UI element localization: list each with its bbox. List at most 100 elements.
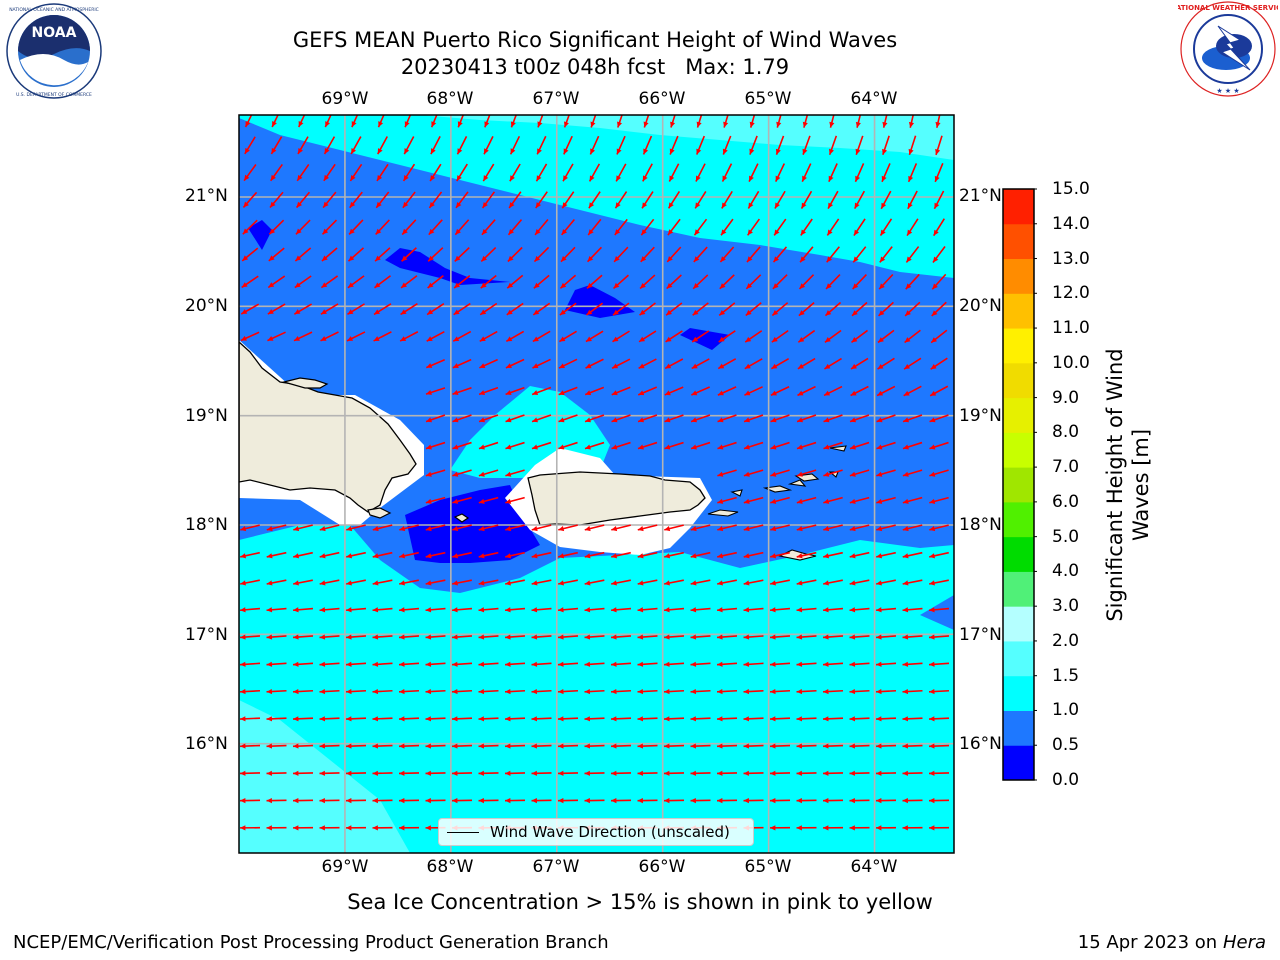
wave-direction-arrow [906, 218, 919, 237]
wave-direction-arrow [902, 441, 923, 450]
wave-direction-arrow [319, 797, 340, 804]
colorbar [1002, 188, 1037, 781]
legend-label: Wind Wave Direction (unscaled) [490, 823, 730, 841]
wave-direction-arrow [323, 163, 336, 182]
colorbar-title: Significant Height of Wind Waves [m] [1102, 348, 1154, 621]
wave-direction-arrow [243, 164, 257, 182]
wave-direction-arrow [716, 797, 738, 804]
wave-direction-arrow [454, 219, 470, 236]
wave-direction-arrow [692, 302, 709, 316]
wave-direction-arrow [667, 218, 681, 236]
wave-direction-arrow [643, 115, 650, 128]
wave-direction-arrow [266, 688, 287, 695]
wave-direction-arrow [717, 524, 737, 532]
wave-direction-arrow [849, 716, 870, 722]
wave-direction-arrow [796, 524, 817, 532]
wave-direction-arrow [744, 330, 763, 343]
wave-direction-arrow [452, 414, 472, 423]
wave-direction-arrow [425, 524, 446, 532]
wave-direction-arrow [690, 634, 711, 640]
wave-direction-arrow [902, 524, 923, 532]
colorbar-tick-label: 3.0 [1052, 596, 1080, 617]
lon-label-bottom: 68°W [426, 857, 474, 877]
wave-direction-arrow [664, 524, 684, 532]
wave-direction-arrow [716, 634, 738, 640]
wave-direction-arrow [696, 115, 703, 128]
wave-direction-arrow [558, 579, 578, 586]
wave-direction-arrow [429, 163, 442, 182]
wave-direction-arrow [902, 716, 923, 722]
colorbar-tick-label: 8.0 [1052, 422, 1080, 443]
wave-direction-arrow [403, 136, 415, 155]
wave-direction-arrow [345, 716, 367, 722]
wave-direction-arrow [559, 274, 577, 289]
wave-direction-arrow [456, 163, 468, 182]
wave-direction-arrow [875, 716, 897, 722]
wave-direction-arrow [400, 303, 418, 316]
colorbar-segment [1003, 710, 1034, 746]
lon-label-bottom: 65°W [744, 857, 792, 877]
wave-direction-arrow [430, 115, 438, 128]
wave-direction-arrow [907, 190, 918, 210]
wave-direction-arrow [902, 414, 923, 423]
wave-direction-arrow [664, 441, 684, 450]
wave-direction-arrow [902, 825, 923, 831]
wave-direction-arrow [928, 743, 950, 749]
wave-direction-arrow [531, 688, 552, 695]
wave-direction-arrow [505, 441, 525, 450]
wave-direction-arrow [425, 743, 446, 749]
wave-direction-arrow [617, 115, 623, 128]
wave-direction-arrow [559, 330, 577, 343]
colorbar-tick-label: 10.0 [1052, 352, 1090, 373]
wave-direction-arrow [935, 115, 941, 128]
wave-direction-arrow [663, 716, 685, 722]
wave-direction-arrow [345, 825, 367, 831]
colorbar-segment [1003, 397, 1034, 433]
wave-direction-arrow [902, 661, 923, 667]
wave-direction-arrow [298, 115, 306, 128]
wave-direction-arrow [457, 115, 465, 128]
wave-height-1.5-2.0-south-region [239, 700, 410, 853]
wave-direction-arrow [664, 386, 684, 396]
wave-direction-arrow [292, 634, 314, 640]
wave-direction-arrow [427, 247, 444, 262]
wave-direction-arrow [824, 301, 842, 317]
wave-direction-arrow [663, 797, 685, 804]
wave-direction-arrow [855, 115, 862, 128]
wave-direction-arrow [929, 524, 949, 532]
wave-direction-arrow [931, 273, 947, 290]
svg-text:U.S. DEPARTMENT OF COMMERCE: U.S. DEPARTMENT OF COMMERCE [16, 92, 92, 98]
wave-direction-arrow [928, 634, 950, 640]
colorbar-segment [1003, 501, 1034, 538]
wave-direction-arrow [852, 273, 867, 290]
wave-direction-arrow [430, 136, 441, 155]
wave-direction-arrow [478, 634, 499, 640]
wave-direction-arrow [774, 190, 786, 209]
wave-direction-arrow [690, 716, 711, 722]
wave-direction-arrow [933, 218, 945, 237]
wave-direction-arrow [505, 358, 525, 369]
wave-direction-arrow [561, 191, 575, 209]
wave-direction-arrow [535, 191, 548, 209]
wave-direction-arrow [374, 247, 391, 262]
wave-direction-arrow [876, 441, 896, 450]
wave-direction-arrow [667, 191, 681, 209]
wave-direction-arrow [584, 688, 605, 695]
wave-direction-arrow [610, 634, 632, 640]
wave-direction-arrow [585, 358, 604, 369]
lon-label-top: 67°W [532, 89, 580, 109]
lat-label-left: 19°N [185, 406, 228, 426]
colorbar-tick-label: 7.0 [1052, 457, 1080, 478]
wave-direction-arrow [637, 743, 658, 749]
wave-direction-arrow [266, 524, 287, 532]
noaa-logo: NOAA NATIONAL OCEANIC AND ATMOSPHERIC U.… [6, 3, 102, 99]
wave-direction-arrow [347, 303, 365, 316]
wave-direction-arrow [875, 825, 897, 831]
wave-direction-arrow [905, 273, 920, 290]
wave-direction-arrow [717, 441, 737, 450]
wave-direction-arrow [505, 330, 525, 343]
wave-direction-arrow [933, 190, 945, 210]
wave-direction-arrow [875, 770, 897, 776]
wave-direction-arrow [665, 302, 683, 316]
wave-height-0.0-0.5-patch [385, 248, 510, 285]
